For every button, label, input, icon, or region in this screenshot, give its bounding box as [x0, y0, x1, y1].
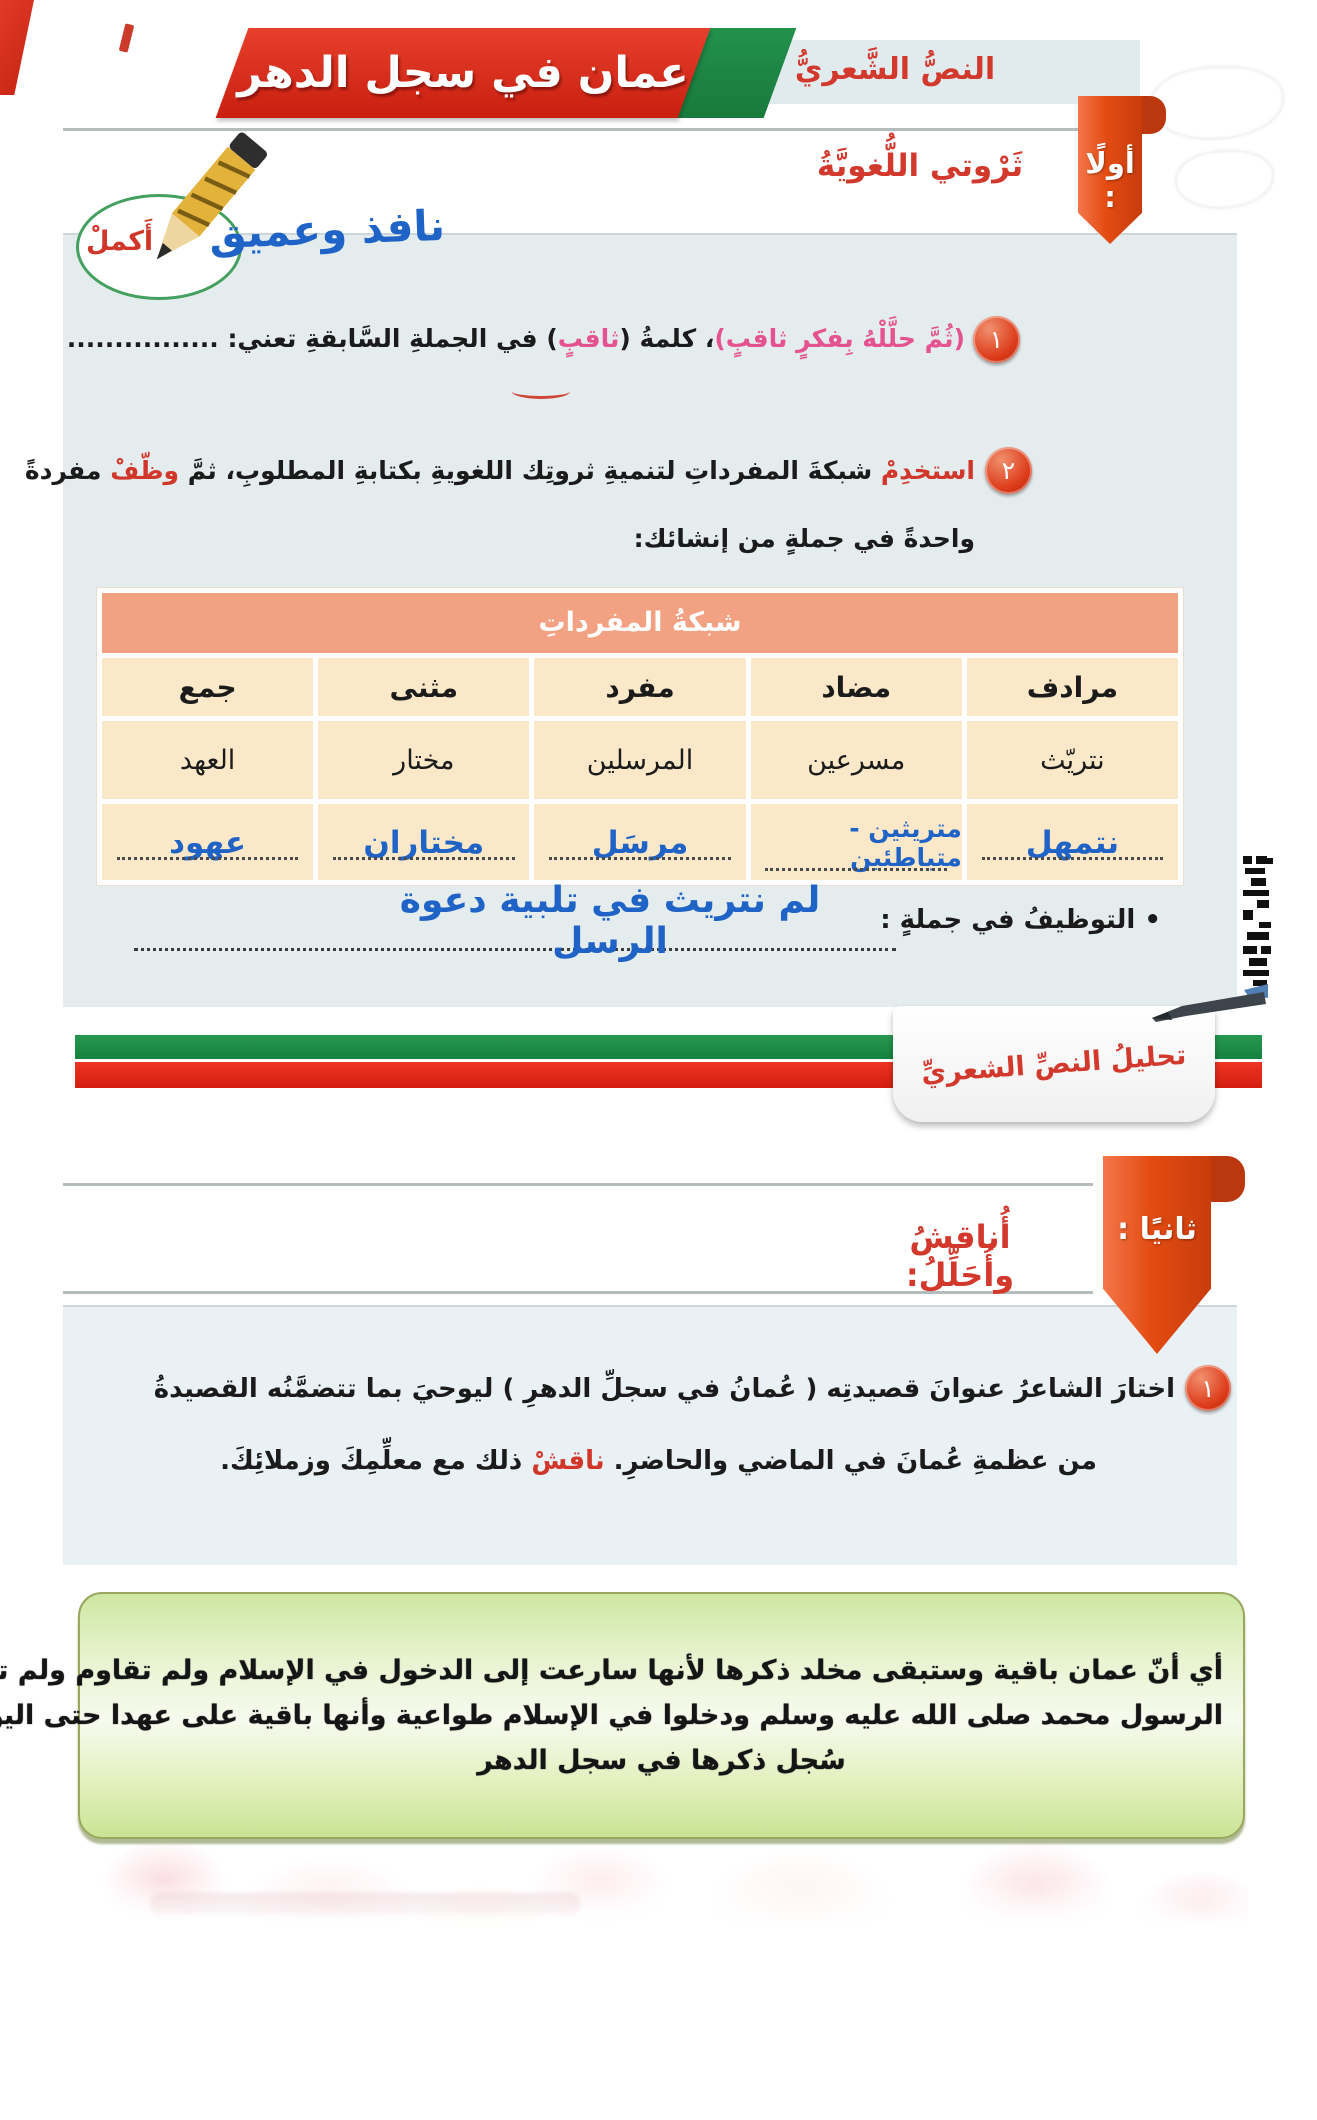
s2-line2-red: ناقشْ	[531, 1446, 605, 1476]
ribbon-first-label: أولًا :	[1085, 146, 1135, 214]
question2-text1: شبكةَ المفرداتِ لتنميةِ ثروتِك اللغويةِ …	[179, 456, 881, 485]
pencil-scribble-decoration	[1175, 150, 1274, 209]
usage-handwritten-answer: لم نتريث في تلبية دعوة الرسل	[399, 880, 821, 962]
question2-text2: مفردةً	[24, 456, 111, 485]
s2-question-line1: اختارَ الشاعرُ عنوانَ قصيدتِه ( عُمانُ ف…	[153, 1374, 1175, 1404]
pen-icon	[1148, 982, 1270, 1036]
question1-quote: (ثُمَّ حلَّلْهُ بِفكرٍ ثاقبٍ)	[714, 324, 965, 353]
question1-text: (ثُمَّ حلَّلْهُ بِفكرٍ ثاقبٍ)، كلمةُ (ثا…	[67, 324, 965, 353]
column-header: مفرد	[534, 658, 746, 716]
dotted-answer-line	[116, 856, 299, 860]
question2-number-badge: ٢	[985, 447, 1032, 494]
dotted-answer-line	[765, 867, 948, 871]
answer-cell: مرسَل	[534, 804, 746, 880]
given-word: مختار	[318, 721, 530, 799]
s2-line2-start: من عظمةِ عُمانَ في الماضي والحاضرِ.	[604, 1446, 1097, 1476]
divider-label: تحليلُ النصِّ الشعريِّ	[893, 1006, 1215, 1122]
dotted-answer-line	[981, 856, 1164, 860]
question2-line2: واحدةً في جملةٍ من إنشائك:	[633, 524, 975, 553]
column-header: جمع	[102, 658, 314, 716]
answer-cell: متريثين - متباطئين	[750, 804, 962, 880]
ribbon-second-label: ثانيًا :	[1117, 1212, 1197, 1247]
ribbon-fold	[1140, 96, 1166, 134]
answer-cell: مختاران	[318, 804, 530, 880]
given-word: مسرعين	[750, 721, 962, 799]
divider-label-text: تحليلُ النصِّ الشعريِّ	[920, 1039, 1188, 1089]
corner-ribbon-decoration	[0, 0, 34, 95]
handwritten-answer: عهود	[169, 824, 247, 861]
stamp-icon	[1243, 856, 1273, 992]
s2-line2-end: ذلك مع معلِّمِكَ وزملائِكَ.	[220, 1446, 532, 1476]
floral-fade	[70, 1878, 1248, 1936]
section1-heading: ثَرْوتي اللُّغويَّةُ	[816, 148, 1024, 184]
usage-label: • التوظيفُ في جملةٍ :	[880, 905, 1161, 935]
ribbon-first: أولًا :	[1078, 96, 1166, 244]
column-header: مثنى	[318, 658, 530, 716]
pencil-icon	[128, 120, 278, 290]
divider-line	[63, 128, 1138, 131]
column-header: مرادف	[966, 658, 1178, 716]
column-header: مضاد	[750, 658, 962, 716]
s2-question-line2: من عظمةِ عُمانَ في الماضي والحاضرِ. ناقش…	[220, 1446, 1097, 1476]
red-tick-mark	[118, 23, 135, 53]
question2-red1: استخدِمْ	[880, 456, 975, 485]
ribbon-fold	[1209, 1156, 1245, 1202]
handwritten-answer: متريثين - متباطئين	[849, 813, 962, 872]
handwritten-answer: مختاران	[363, 824, 485, 861]
section2-heading: أُناقشُ وأُحَلِّلُ:	[905, 1218, 1015, 1294]
answer-line: الرسول محمد صلى الله عليه وسلم ودخلوا في…	[0, 1700, 1223, 1731]
dotted-answer-line	[333, 856, 515, 860]
bullet: •	[1144, 905, 1161, 935]
dotted-answer-line	[549, 856, 731, 860]
section2-panel	[63, 1305, 1237, 1565]
pencil-scribble-decoration	[1150, 66, 1284, 140]
complete-label: أَكملْ	[86, 226, 154, 257]
ribbon-body	[1078, 96, 1142, 244]
question2-line1: استخدِمْ شبكةَ المفرداتِ لتنميةِ ثروتِك …	[25, 456, 975, 485]
course-label: النصُّ الشَّعريُّ	[794, 52, 996, 87]
vocabulary-table: شبكةُ المفرداتِ مرادف مضاد مفرد مثنى جمع…	[97, 588, 1183, 885]
handwritten-answer: نتمهل	[1025, 824, 1120, 861]
answer-cell: عهود	[102, 804, 314, 880]
vocabulary-table-title: شبكةُ المفرداتِ	[102, 593, 1178, 653]
given-word: المرسلين	[534, 721, 746, 799]
ribbon-body	[1103, 1156, 1211, 1354]
usage-dotted-line	[134, 948, 896, 951]
answer-cell: نتمهل	[966, 804, 1178, 880]
question1-number-badge: ١	[973, 316, 1020, 363]
answer-line: سُجل ذكرها في سجل الدهر	[477, 1745, 846, 1776]
given-word: العهد	[102, 721, 314, 799]
title-banner: عمان في سجل الدهر	[215, 28, 711, 118]
s2-question-number-badge: ١	[1185, 1365, 1231, 1411]
divider-line	[63, 1291, 1093, 1294]
question1-word: ثاقبٍ	[557, 324, 620, 353]
usage-label-text: التوظيفُ في جملةٍ :	[880, 905, 1136, 935]
question2-red2: وظّفْ	[110, 456, 180, 485]
handwritten-note: نافذ وعميق	[208, 200, 446, 259]
vocabulary-table-grid: مرادف مضاد مفرد مثنى جمع نتريّث مسرعين ا…	[102, 658, 1178, 880]
poem-title: عمان في سجل الدهر	[237, 48, 689, 98]
ribbon-second: ثانيًا :	[1103, 1156, 1245, 1354]
red-underline-mark	[512, 384, 570, 399]
divider-line	[63, 1183, 1093, 1186]
question1-mid: ، كلمةُ (	[619, 324, 715, 353]
question1-tail: ) في الجملةِ السَّابقةِ تعني:	[218, 324, 558, 353]
handwritten-answer: مرسَل	[591, 824, 689, 861]
answer-line: أي أنّ عمان باقية وستبقى مخلد ذكرها لأنه…	[0, 1655, 1223, 1686]
question1-dots: ................	[66, 324, 219, 353]
model-answer-box: أي أنّ عمان باقية وستبقى مخلد ذكرها لأنه…	[0, 1592, 1245, 1839]
given-word: نتريّث	[966, 721, 1178, 799]
